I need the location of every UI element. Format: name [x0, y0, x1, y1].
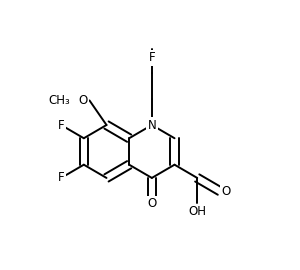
Text: O: O — [78, 94, 88, 107]
Text: F: F — [58, 119, 64, 131]
Text: F: F — [148, 51, 155, 64]
Text: CH₃: CH₃ — [48, 94, 70, 107]
Text: O: O — [222, 185, 231, 198]
Text: OH: OH — [188, 205, 206, 218]
Text: F: F — [58, 171, 64, 184]
Text: O: O — [147, 197, 157, 210]
Text: N: N — [148, 119, 156, 131]
